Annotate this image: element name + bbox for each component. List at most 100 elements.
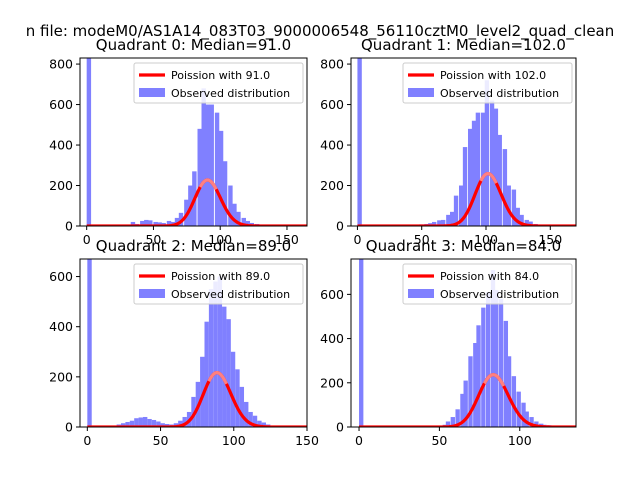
hist-bar: [529, 417, 534, 427]
legend-box: [402, 263, 573, 305]
x-tick-label: 150: [538, 232, 562, 247]
hist-bar: [129, 420, 135, 427]
hist-bar: [138, 417, 143, 427]
hist-bar: [528, 221, 533, 226]
hist-bar: [191, 396, 196, 427]
panel-title-1: Quadrant 1: Median=102.0: [361, 36, 566, 54]
hist-bar: [218, 130, 224, 226]
y-tick-label: 600: [320, 287, 344, 302]
legend-label-observed: Observed distribution: [171, 87, 290, 100]
hist-bar: [468, 128, 473, 226]
hist-bar: [245, 220, 250, 226]
hist-bar: [134, 418, 139, 427]
hist-bar: [460, 393, 465, 427]
x-tick-label: 50: [153, 433, 169, 448]
hist-bar: [506, 356, 512, 427]
hist-bar: [148, 220, 153, 226]
hist-bar: [156, 421, 161, 427]
hist-bar: [87, 259, 92, 427]
hist-bar: [468, 356, 473, 427]
hist-bar: [516, 391, 521, 427]
hist-bar: [125, 421, 130, 427]
x-tick-label: 0: [353, 232, 361, 247]
hist-bar: [214, 112, 220, 226]
axes-frame-3: [350, 258, 577, 428]
hist-bar: [151, 419, 157, 427]
y-tick-label: 0: [336, 219, 344, 234]
legend-patch-swatch: [139, 88, 165, 97]
hist-bar: [497, 134, 502, 226]
y-tick-label: 400: [49, 138, 73, 153]
y-tick-label: 600: [320, 97, 344, 112]
hist-bar: [441, 219, 446, 226]
legend-box: [133, 62, 304, 104]
hist-bar: [437, 220, 442, 226]
hist-bar: [502, 149, 508, 226]
panel-0: 0 50 100 150 0 200 400 600 800 Quadrant 0: Median…: [49, 36, 308, 247]
y-tick-label: 200: [320, 178, 344, 193]
poisson-curve-peak: [198, 178, 218, 191]
hist-bar: [463, 380, 468, 427]
poisson-curve-peak: [479, 171, 498, 184]
hist-bar: [86, 58, 92, 226]
poisson-curve: [359, 373, 576, 427]
y-tick-label: 600: [49, 97, 73, 112]
x-tick-label: 100: [508, 433, 532, 448]
y-tick-label: 400: [320, 138, 344, 153]
hist-bar: [178, 420, 183, 427]
legend-0: Poission with 91.0 Observed distribution: [133, 62, 304, 104]
hist-bar: [144, 219, 149, 226]
hist-bar: [228, 185, 233, 226]
y-tick-label: 200: [49, 369, 73, 384]
hist-bar: [359, 259, 364, 427]
panel-3: 0 50 100 0 200 400 600 Quadrant 3: Median=84.0 P…: [320, 237, 577, 448]
axes-frame-0: [79, 57, 308, 227]
poisson-curve-peak: [483, 373, 506, 387]
x-tick-label: 0: [83, 232, 91, 247]
legend-box: [402, 62, 573, 104]
hist-bar: [445, 421, 451, 427]
x-tick-label: 0: [83, 433, 91, 448]
x-tick-label: 100: [474, 232, 498, 247]
hist-bar: [521, 402, 526, 427]
hist-bar: [257, 420, 262, 427]
hist-bar: [524, 219, 529, 226]
hist-bar: [232, 203, 237, 226]
y-tick-label: 200: [49, 178, 73, 193]
hist-bar: [241, 217, 246, 226]
legend-label-poisson: Poission with 102.0: [440, 69, 546, 82]
legend-label-observed: Observed distribution: [171, 288, 290, 301]
poisson-curve: [86, 178, 307, 226]
hist-bar: [147, 418, 152, 427]
hist-bar: [519, 214, 524, 226]
x-tick-label: 0: [355, 433, 363, 448]
y-tick-label: 600: [49, 269, 73, 284]
y-tick-label: 400: [49, 319, 73, 334]
hist-bar: [226, 319, 231, 427]
legend-patch-swatch: [408, 88, 434, 97]
hist-bar: [213, 281, 218, 427]
hist-bar: [197, 128, 202, 226]
hist-bar: [166, 220, 172, 226]
hist-bar: [486, 292, 491, 427]
y-tick-label: 200: [320, 375, 344, 390]
hist-bar: [205, 104, 210, 226]
hist-bar: [506, 185, 511, 226]
axes-frame-1: [350, 57, 577, 227]
hist-bar: [121, 423, 126, 427]
plot-area-1: [357, 58, 576, 226]
hist-bar: [459, 185, 464, 226]
hist-bar: [494, 289, 499, 427]
hist-bar: [209, 104, 214, 226]
hist-bar: [182, 416, 187, 427]
hist-bar: [208, 289, 214, 427]
y-tick-label: 0: [336, 420, 344, 435]
legend-label-poisson: Poission with 84.0: [440, 270, 539, 283]
hist-bar: [471, 120, 477, 226]
hist-bar: [200, 356, 205, 427]
legend-1: Poission with 102.0 Observed distribution: [402, 62, 573, 104]
x-tick-label: 100: [208, 232, 232, 247]
panel-1: 0 50 100 150 0 200 400 600 800 Quadrant 1: Median…: [320, 36, 577, 247]
hist-bar: [453, 195, 459, 226]
